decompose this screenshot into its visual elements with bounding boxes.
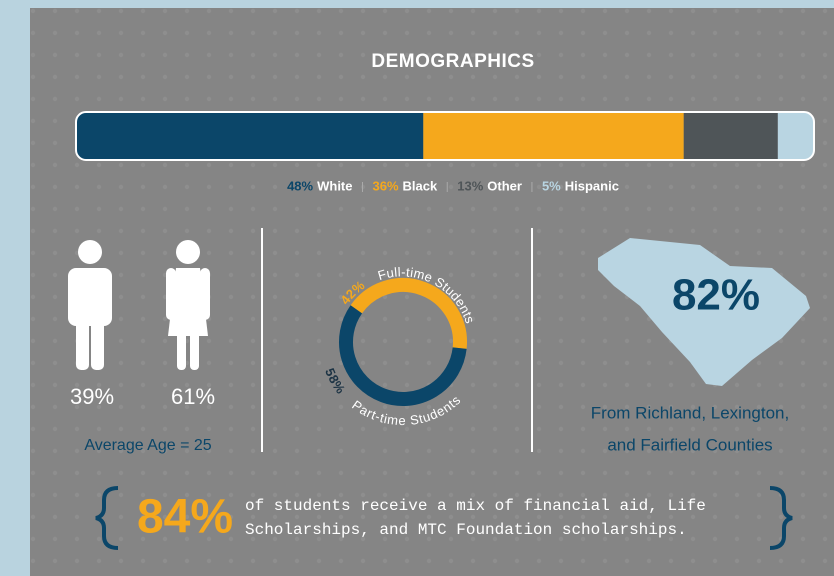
region-line: From Richland, Lexington, [591, 403, 789, 422]
average-age: Average Age = 25 [84, 437, 211, 454]
bar-outline [75, 111, 815, 161]
left-brace [95, 486, 119, 550]
donut [339, 278, 467, 406]
legend-percent: 5% [542, 178, 561, 193]
state-map [598, 238, 810, 386]
legend-percent: 13% [457, 178, 483, 193]
bar-segment [683, 112, 778, 160]
donut-segment [339, 305, 467, 406]
legend-name: Hispanic [565, 178, 619, 193]
stacked-bar [76, 112, 814, 160]
region-percent: 82% [672, 271, 760, 320]
aid-line: of students receive a mix of financial a… [245, 497, 706, 515]
bar-segment [777, 112, 814, 160]
aid-percent: 84% [137, 491, 233, 544]
legend-name: Black [403, 178, 438, 193]
bar-segment [423, 112, 684, 160]
right-brace [769, 486, 793, 550]
aid-line: Scholarships, and MTC Foundation scholar… [245, 521, 687, 539]
region-line: and Fairfield Counties [607, 435, 772, 454]
female-icon [166, 240, 210, 370]
female-percent: 61% [171, 384, 215, 409]
donut-segment [350, 278, 467, 349]
legend-name: White [317, 178, 352, 193]
legend-name: Other [487, 178, 522, 193]
legend-percent: 48% [287, 178, 313, 193]
male-percent: 39% [70, 384, 114, 409]
male-icon [68, 240, 112, 370]
legend-percent: 36% [373, 178, 399, 193]
legend: 48% White 36% Black 13% Other 5% Hispanic [287, 178, 619, 193]
bar-segment [76, 112, 424, 160]
title: DEMOGRAPHICS [371, 51, 534, 72]
